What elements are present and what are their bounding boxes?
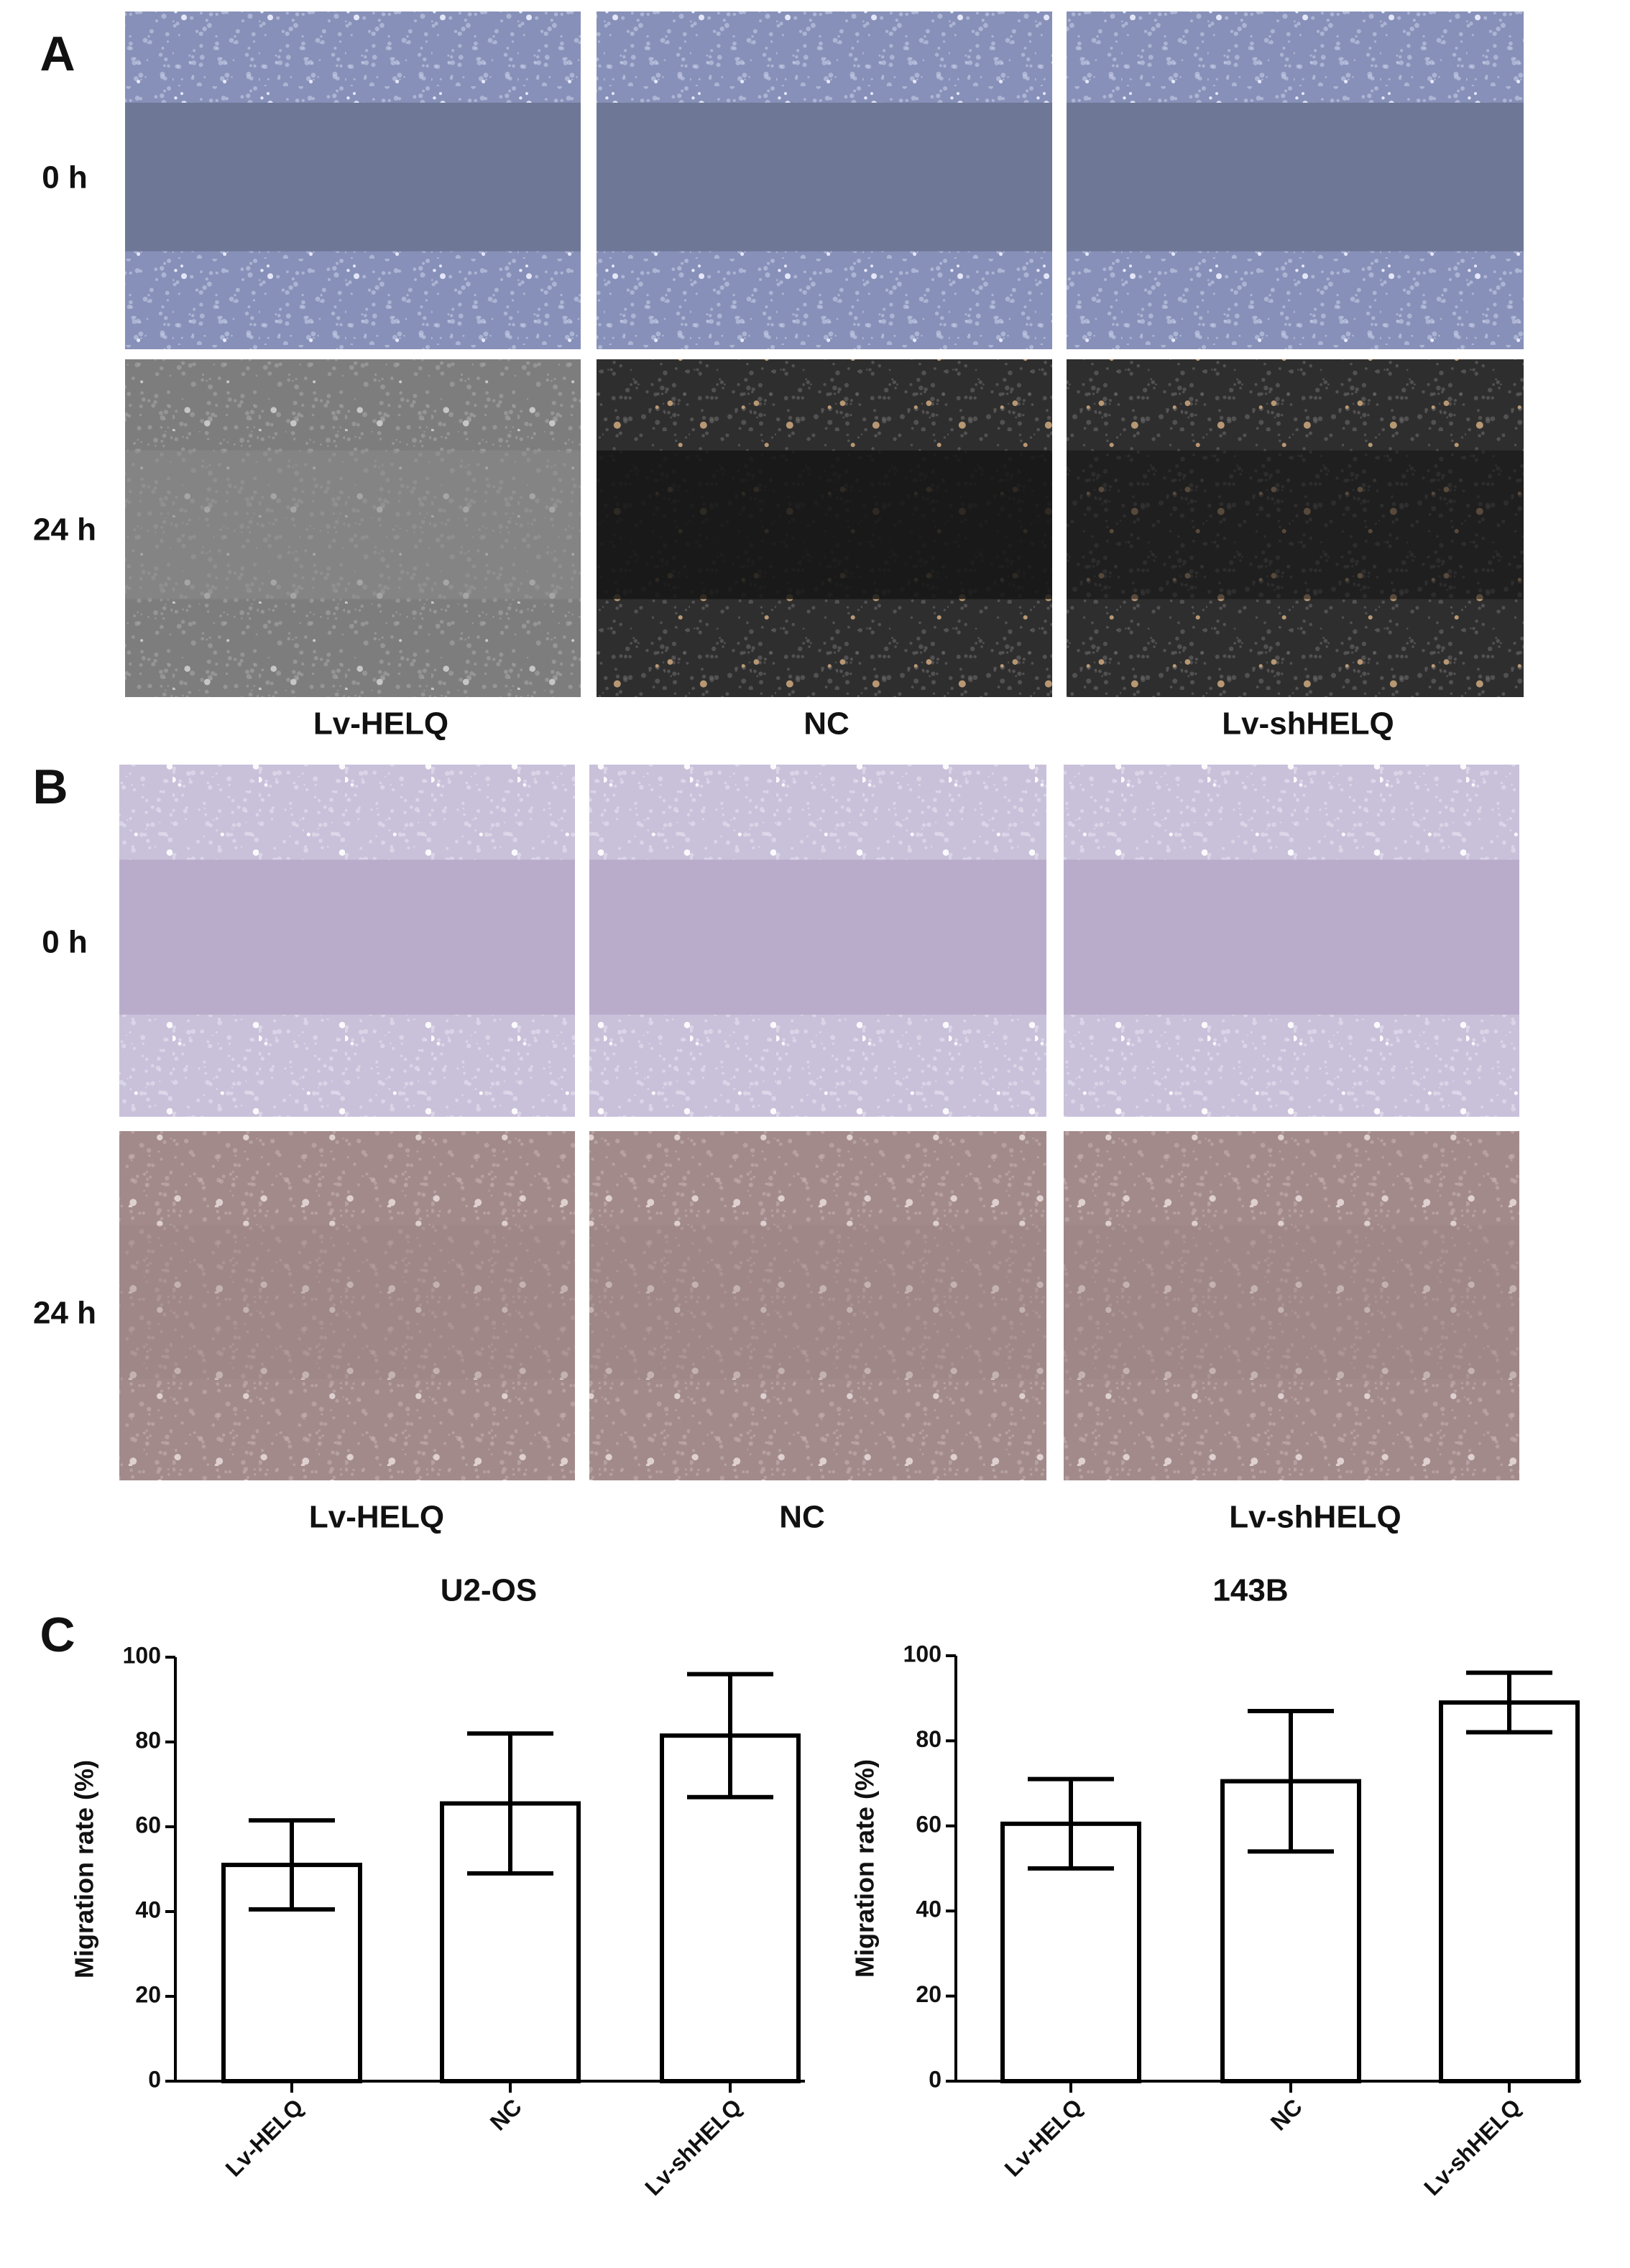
row-label: 24 h <box>33 512 96 548</box>
column-label: Lv-HELQ <box>309 1500 444 1535</box>
x-tick-label: Lv-shHELQ <box>1419 2093 1526 2200</box>
panel-label: A <box>40 27 75 81</box>
panel-label: C <box>40 1608 75 1662</box>
panel-label: B <box>32 760 68 814</box>
y-tick-label: 40 <box>916 1896 941 1922</box>
row-label: 24 h <box>33 1296 96 1331</box>
wound-gap <box>589 859 1046 1015</box>
x-tick-label: NC <box>485 2093 527 2135</box>
wound-gap <box>1067 450 1524 599</box>
chart-title: U2-OS <box>441 1573 537 1608</box>
column-label: Lv-shHELQ <box>1229 1500 1401 1535</box>
y-tick-label: 80 <box>916 1726 941 1752</box>
wound-gap <box>597 450 1052 599</box>
y-tick-label: 60 <box>916 1811 941 1837</box>
y-tick-label: 80 <box>135 1727 161 1753</box>
wound-gap <box>589 1225 1046 1380</box>
wound-gap <box>125 102 581 252</box>
column-label: Lv-HELQ <box>313 706 448 742</box>
x-tick-label: Lv-HELQ <box>1000 2093 1087 2181</box>
column-label: Lv-shHELQ <box>1222 706 1394 742</box>
column-label: NC <box>779 1500 825 1535</box>
x-tick-label: NC <box>1266 2093 1307 2135</box>
y-tick-label: 100 <box>903 1641 941 1667</box>
micrograph <box>1064 1131 1519 1480</box>
wound-gap <box>119 1225 575 1380</box>
x-tick-label: Lv-HELQ <box>221 2093 308 2181</box>
wound-gap <box>597 102 1052 252</box>
bar <box>1439 1700 1580 2084</box>
wound-gap <box>125 450 581 599</box>
row-label: 0 h <box>42 925 88 960</box>
wound-gap <box>119 859 575 1015</box>
y-axis-label: Migration rate (%) <box>850 1759 880 1978</box>
y-axis-label: Migration rate (%) <box>70 1760 99 1978</box>
row-label: 0 h <box>42 160 88 195</box>
micrograph <box>589 1131 1046 1480</box>
y-tick-label: 60 <box>135 1812 161 1838</box>
chart-title: 143B <box>1212 1573 1288 1608</box>
y-tick-label: 20 <box>916 1981 941 2007</box>
column-label: NC <box>804 706 849 742</box>
y-tick-label: 0 <box>148 2066 161 2092</box>
y-tick-label: 20 <box>135 1981 161 2007</box>
wound-gap <box>1067 102 1524 252</box>
micrograph <box>119 1131 575 1480</box>
y-tick-label: 40 <box>135 1896 161 1922</box>
wound-gap <box>1064 1225 1519 1380</box>
x-tick-label: Lv-shHELQ <box>640 2093 747 2200</box>
y-tick-label: 100 <box>123 1642 161 1668</box>
y-tick-label: 0 <box>929 2066 941 2092</box>
wound-gap <box>1064 859 1519 1015</box>
